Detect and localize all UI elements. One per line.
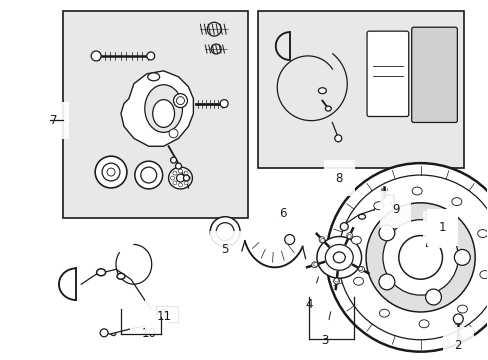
Text: 5: 5 [221, 243, 228, 256]
Circle shape [425, 210, 441, 226]
Ellipse shape [102, 163, 120, 181]
Ellipse shape [169, 129, 178, 138]
Circle shape [318, 237, 325, 243]
Circle shape [220, 100, 228, 108]
Ellipse shape [97, 269, 105, 276]
Circle shape [184, 171, 188, 175]
Ellipse shape [325, 163, 488, 352]
Ellipse shape [95, 156, 127, 188]
Ellipse shape [451, 198, 461, 206]
Ellipse shape [107, 168, 115, 176]
Ellipse shape [373, 202, 383, 210]
Ellipse shape [333, 252, 345, 263]
Ellipse shape [168, 167, 192, 189]
Ellipse shape [141, 167, 156, 183]
Circle shape [333, 278, 339, 284]
Circle shape [334, 278, 338, 282]
Text: 9: 9 [390, 202, 399, 216]
Ellipse shape [210, 217, 240, 247]
Ellipse shape [358, 214, 365, 219]
Ellipse shape [316, 237, 361, 278]
Ellipse shape [338, 175, 488, 340]
Circle shape [453, 249, 469, 265]
Text: 1: 1 [427, 223, 441, 245]
Circle shape [170, 157, 176, 163]
Circle shape [178, 169, 182, 173]
Circle shape [425, 289, 441, 305]
Circle shape [311, 262, 317, 268]
Ellipse shape [379, 309, 388, 317]
Text: 10: 10 [141, 326, 156, 340]
Ellipse shape [477, 230, 487, 238]
Ellipse shape [353, 277, 363, 285]
Polygon shape [121, 71, 193, 146]
Ellipse shape [366, 203, 474, 312]
Circle shape [378, 225, 394, 241]
FancyBboxPatch shape [366, 31, 408, 117]
Text: 6: 6 [278, 207, 286, 220]
Circle shape [452, 314, 462, 324]
Ellipse shape [144, 85, 182, 132]
Ellipse shape [325, 244, 352, 270]
Ellipse shape [398, 235, 442, 279]
Ellipse shape [382, 220, 457, 295]
Text: 4: 4 [305, 277, 318, 311]
Circle shape [184, 181, 188, 185]
Circle shape [170, 176, 174, 180]
Circle shape [320, 238, 324, 242]
Ellipse shape [334, 135, 341, 142]
Ellipse shape [216, 223, 234, 240]
Circle shape [284, 235, 294, 244]
Text: 7: 7 [50, 114, 61, 127]
Ellipse shape [457, 305, 467, 313]
FancyBboxPatch shape [411, 27, 456, 122]
Bar [63, 11, 247, 218]
Ellipse shape [418, 320, 428, 328]
Circle shape [173, 171, 177, 175]
Circle shape [178, 183, 182, 187]
Circle shape [100, 329, 108, 337]
Circle shape [175, 163, 181, 169]
Text: 3: 3 [320, 312, 330, 347]
Ellipse shape [325, 106, 331, 111]
Ellipse shape [318, 88, 325, 94]
Ellipse shape [173, 94, 187, 108]
Text: 2: 2 [454, 339, 461, 352]
Ellipse shape [152, 100, 174, 127]
Ellipse shape [117, 273, 124, 279]
Circle shape [173, 181, 177, 185]
Ellipse shape [411, 187, 421, 195]
Circle shape [358, 266, 364, 272]
Circle shape [146, 52, 154, 60]
Ellipse shape [176, 96, 184, 105]
Circle shape [358, 267, 362, 271]
Ellipse shape [135, 161, 163, 189]
Ellipse shape [340, 223, 347, 231]
Ellipse shape [351, 236, 361, 244]
Circle shape [313, 262, 317, 266]
Text: 8: 8 [335, 171, 342, 185]
Circle shape [186, 176, 190, 180]
Ellipse shape [176, 174, 184, 182]
Bar [155, 306, 177, 322]
Circle shape [346, 235, 350, 239]
Bar [257, 11, 463, 168]
Text: 11: 11 [157, 310, 172, 323]
Circle shape [378, 274, 394, 290]
Ellipse shape [479, 271, 488, 279]
Circle shape [91, 51, 101, 61]
Circle shape [346, 233, 352, 239]
Circle shape [158, 309, 168, 319]
Ellipse shape [147, 73, 160, 81]
Text: 1: 1 [426, 221, 445, 247]
Ellipse shape [183, 175, 189, 181]
